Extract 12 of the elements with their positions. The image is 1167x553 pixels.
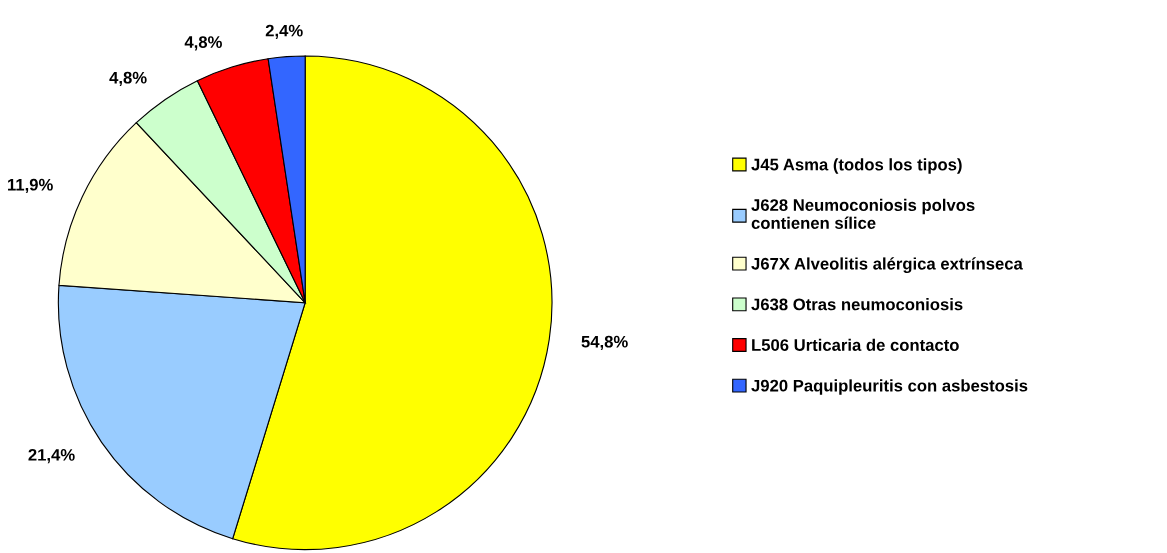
data-label: 4,8% xyxy=(184,36,222,51)
data-label: 54,8% xyxy=(581,335,628,350)
data-label: 21,4% xyxy=(28,448,75,464)
legend-label: J920 Paquipleuritis con asbestosis xyxy=(751,379,1028,395)
data-label: 2,4% xyxy=(265,24,303,39)
legend-label: J628 Neumoconiosis polvos contienen sílice xyxy=(751,198,975,229)
legend-label: J638 Otras neumoconiosis xyxy=(751,298,963,311)
legend-label: J67X Alveolitis alérgica extrínseca xyxy=(751,257,1023,273)
legend-label: J45 Asma (todos los tipos) xyxy=(751,158,962,174)
data-label: 4,8% xyxy=(109,71,147,86)
data-label: 11,9% xyxy=(8,178,53,194)
legend-label: L506 Urticaria de contacto xyxy=(752,338,959,351)
